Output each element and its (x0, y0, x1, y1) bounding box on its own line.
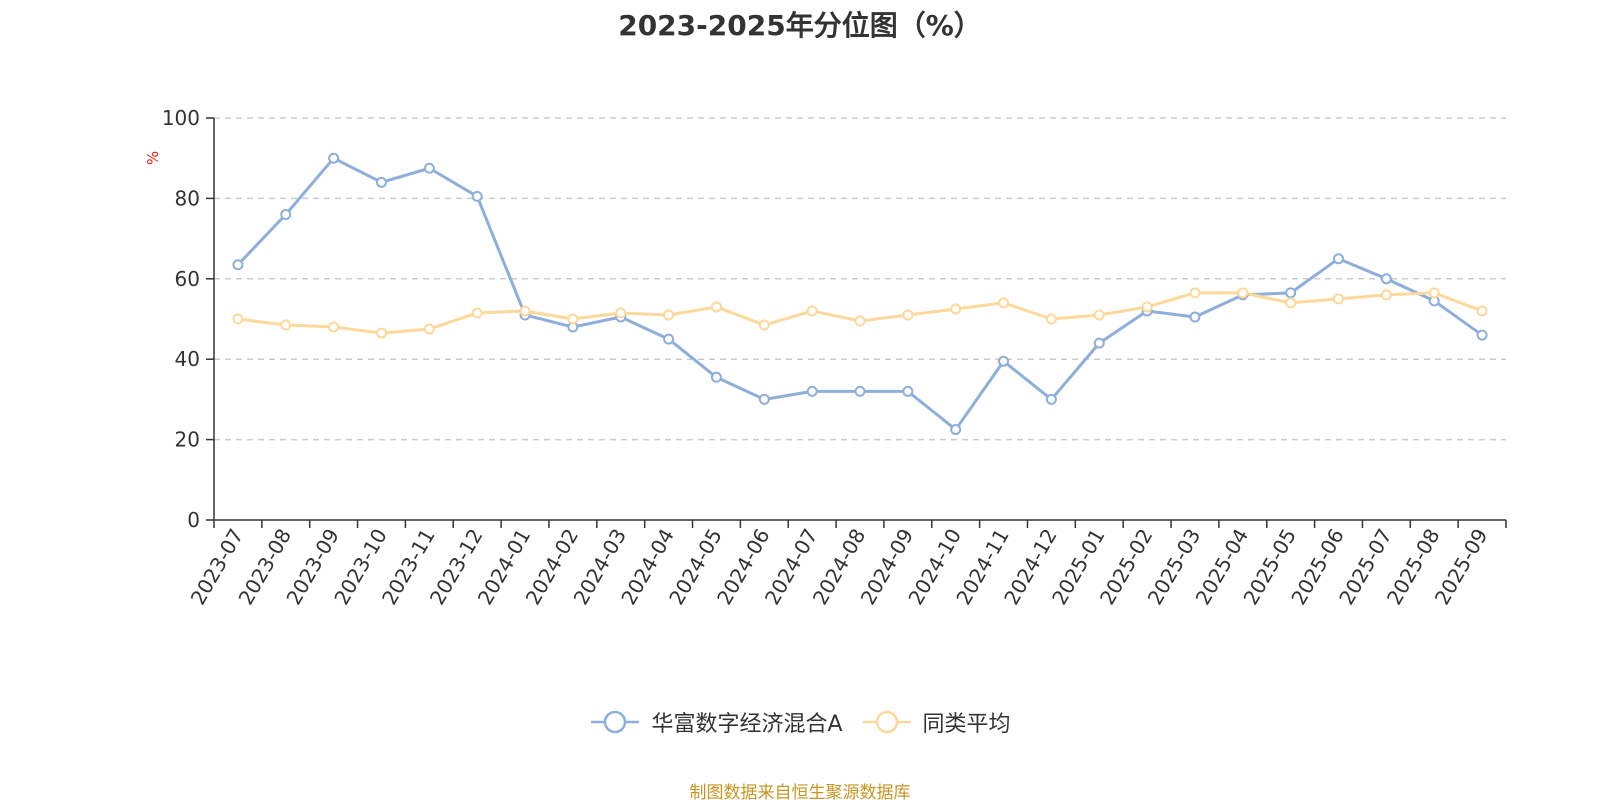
data-point-series-0 (471, 190, 483, 202)
data-point-series-1 (615, 307, 627, 319)
data-point-series-0 (758, 393, 770, 405)
data-point-series-1 (710, 301, 722, 313)
y-tick-label: 20 (175, 428, 200, 452)
data-point-series-1 (1045, 313, 1057, 325)
data-point-series-1 (1380, 289, 1392, 301)
data-point-series-0 (806, 385, 818, 397)
y-tick-label: 0 (187, 508, 200, 532)
data-point-series-0 (1285, 287, 1297, 299)
data-point-series-0 (280, 208, 292, 220)
legend-swatch-icon (862, 710, 911, 734)
data-point-series-1 (1476, 305, 1488, 317)
axes (206, 117, 1507, 528)
data-point-series-1 (471, 307, 483, 319)
legend-swatch-marker (875, 710, 898, 734)
legend-swatch-marker (604, 710, 627, 734)
source-note: 制图数据来自恒生聚源数据库 (689, 783, 911, 803)
data-point-series-1 (1428, 287, 1440, 299)
y-tick-label: 40 (175, 347, 200, 371)
data-point-series-0 (1045, 393, 1057, 405)
y-axis-unit: % (144, 151, 162, 165)
chart-title: 2023-2025年分位图（%） (618, 9, 982, 42)
data-point-series-0 (950, 424, 962, 436)
data-point-series-1 (375, 327, 387, 339)
data-point-series-0 (663, 333, 675, 345)
data-point-series-1 (950, 303, 962, 315)
data-point-series-1 (758, 319, 770, 331)
data-point-series-1 (854, 315, 866, 327)
data-point-series-0 (998, 355, 1010, 367)
tick-labels: 020406080100%2023-072023-082023-092023-1… (144, 106, 1492, 609)
data-point-series-0 (1093, 337, 1105, 349)
legend-item-1[interactable]: 同类平均 (861, 706, 1011, 738)
data-point-series-0 (902, 385, 914, 397)
data-point-series-1 (1285, 297, 1297, 309)
data-point-series-1 (998, 297, 1010, 309)
data-point-series-1 (328, 321, 340, 333)
data-point-series-1 (902, 309, 914, 321)
data-point-series-1 (280, 319, 292, 331)
data-point-series-1 (423, 323, 435, 335)
legend-label: 同类平均 (922, 712, 1011, 737)
data-point-series-0 (328, 152, 340, 164)
data-point-series-0 (1189, 311, 1201, 323)
data-point-series-0 (710, 371, 722, 383)
y-tick-label: 60 (175, 267, 200, 291)
y-tick-label: 100 (162, 106, 200, 130)
data-point-series-1 (1237, 287, 1249, 299)
legend-swatch-icon (591, 710, 640, 734)
data-point-series-1 (1333, 293, 1345, 305)
data-point-series-1 (567, 313, 579, 325)
series-lines (232, 152, 1488, 436)
data-point-series-1 (806, 305, 818, 317)
data-point-series-1 (1093, 309, 1105, 321)
data-point-series-0 (1476, 329, 1488, 341)
data-point-series-1 (663, 309, 675, 321)
legend: 华富数字经济混合A 同类平均 (0, 706, 1600, 738)
data-point-series-0 (232, 259, 244, 271)
data-point-series-0 (1333, 253, 1345, 265)
legend-item-0[interactable]: 华富数字经济混合A (589, 706, 843, 738)
data-point-series-1 (232, 313, 244, 325)
data-point-series-0 (423, 162, 435, 174)
data-point-series-1 (1189, 287, 1201, 299)
data-point-series-0 (375, 176, 387, 188)
legend-label: 华富数字经济混合A (651, 712, 843, 737)
y-tick-label: 80 (175, 186, 200, 210)
data-point-series-0 (854, 385, 866, 397)
data-point-series-1 (519, 305, 531, 317)
data-point-series-0 (1380, 273, 1392, 285)
data-point-series-1 (1141, 301, 1153, 313)
